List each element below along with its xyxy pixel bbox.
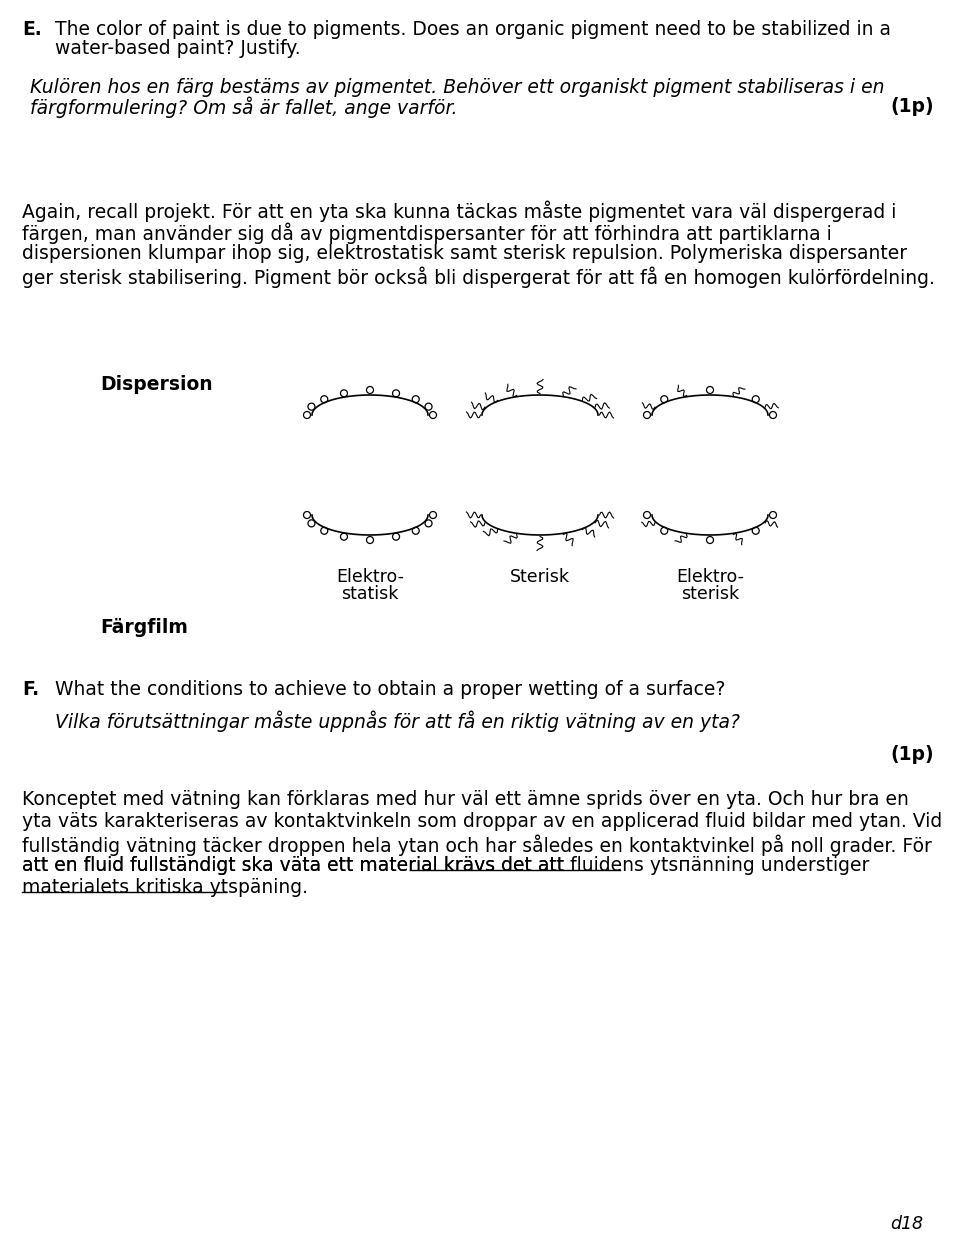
Text: F.: F. — [22, 680, 39, 699]
Text: sterisk: sterisk — [681, 585, 739, 603]
Text: The color of paint is due to pigments. Does an organic pigment need to be stabil: The color of paint is due to pigments. D… — [55, 20, 891, 39]
Text: färgformulering? Om så är fallet, ange varför.: färgformulering? Om så är fallet, ange v… — [30, 97, 458, 118]
Text: Elektro-: Elektro- — [336, 569, 404, 586]
Text: statisk: statisk — [342, 585, 398, 603]
Text: Konceptet med vätning kan förklaras med hur väl ett ämne sprids över en yta. Och: Konceptet med vätning kan förklaras med … — [22, 790, 909, 809]
Text: färgen, man använder sig då av pigmentdispersanter för att förhindra att partikl: färgen, man använder sig då av pigmentdi… — [22, 221, 831, 244]
Text: Elektro-: Elektro- — [676, 569, 744, 586]
Text: (1p): (1p) — [890, 745, 934, 764]
Text: att en fluid fullständigt ska väta ett material krävs det att fluidens ytsпännin: att en fluid fullständigt ska väta ett m… — [22, 856, 870, 875]
Text: fullständig vätning täcker droppen hela ytan och har således en kontaktvinkel på: fullständig vätning täcker droppen hela … — [22, 833, 932, 856]
Text: What the conditions to achieve to obtain a proper wetting of a surface?: What the conditions to achieve to obtain… — [55, 680, 726, 699]
Text: (1p): (1p) — [890, 97, 934, 116]
Text: water-based paint? Justify.: water-based paint? Justify. — [55, 39, 300, 58]
Text: Again, recall projekt. För att en yta ska kunna täckas måste pigmentet vara väl : Again, recall projekt. För att en yta sk… — [22, 200, 897, 221]
Text: Färgfilm: Färgfilm — [100, 618, 188, 637]
Text: ger sterisk stabilisering. Pigment bör också bli dispergerat för att få en homog: ger sterisk stabilisering. Pigment bör o… — [22, 266, 935, 287]
Text: att en fluid fullständigt ska väta ett material krävs det att: att en fluid fullständigt ska väta ett m… — [22, 856, 570, 875]
Text: d18: d18 — [890, 1215, 923, 1233]
Text: dispersionen klumpar ihop sig, elektrostatisk samt sterisk repulsion. Polymerisk: dispersionen klumpar ihop sig, elektrost… — [22, 244, 907, 262]
Text: Vilka förutsättningar måste uppnås för att få en riktig vätning av en yta?: Vilka förutsättningar måste uppnås för a… — [55, 710, 740, 731]
Text: Dispersion: Dispersion — [100, 374, 212, 394]
Text: materialets kritiska ytspäning.: materialets kritiska ytspäning. — [22, 878, 308, 897]
Text: Kulören hos en färg bestäms av pigmentet. Behöver ett organiskt pigment stabilis: Kulören hos en färg bestäms av pigmentet… — [30, 78, 884, 97]
Text: Sterisk: Sterisk — [510, 569, 570, 586]
Text: yta väts karakteriseras av kontaktvinkeln som droppar av en applicerad fluid bil: yta väts karakteriseras av kontaktvinkel… — [22, 812, 943, 831]
Text: E.: E. — [22, 20, 41, 39]
